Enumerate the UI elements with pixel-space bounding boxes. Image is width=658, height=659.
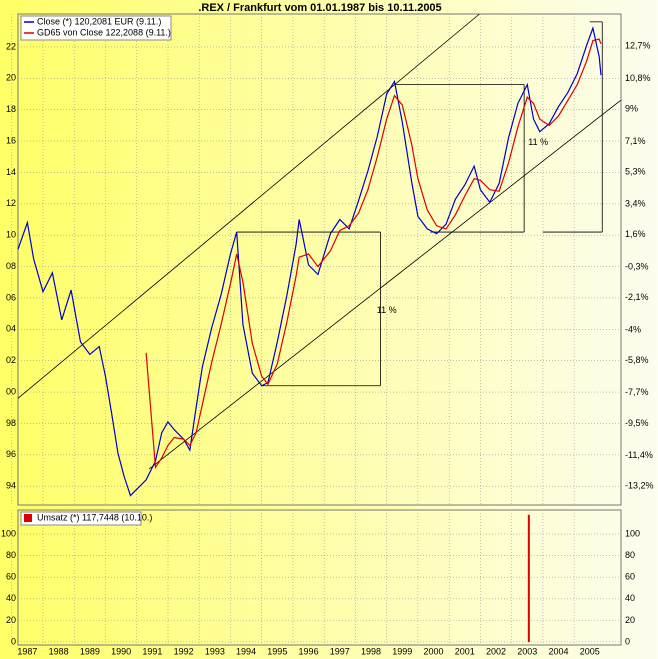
y-tick-label: 04 [6, 324, 16, 334]
annotation: 11 % [528, 137, 548, 147]
chart-title: .REX / Frankfurt vom 01.01.1987 bis 10.1… [198, 2, 441, 14]
y-tick-label: 08 [6, 261, 16, 271]
bar [527, 514, 530, 642]
y2-tick-label: 12,7% [625, 41, 651, 51]
x-tick-label: 1990 [111, 646, 131, 656]
x-tick-label: 1996 [299, 646, 319, 656]
y-tick-label: 00 [6, 386, 16, 396]
x-tick-label: 1997 [330, 646, 350, 656]
y-tick-label: 80 [6, 550, 16, 560]
x-tick-label: 1987 [17, 646, 37, 656]
y-tick-label: 20 [6, 73, 16, 83]
y-tick-label-right: 0 [625, 636, 630, 646]
plot-layer: 22201816141210080604020098969412,7%10,8%… [1, 13, 654, 656]
y-tick-label: 40 [6, 593, 16, 603]
y-tick-label: 60 [6, 572, 16, 582]
x-tick-label: 2001 [455, 646, 475, 656]
channel-line [17, 13, 480, 399]
y-tick-label: 0 [11, 636, 16, 646]
legend-label: Close (*) 120,2081 EUR (9.11.) [37, 16, 161, 26]
y-tick-label: 96 [6, 449, 16, 459]
x-tick-label: 1995 [267, 646, 287, 656]
y-tick-label: 18 [6, 104, 16, 114]
y2-tick-label: 9% [625, 104, 638, 114]
x-tick-label: 2000 [424, 646, 444, 656]
x-tick-label: 1991 [142, 646, 162, 656]
y-tick-label: 22 [6, 41, 16, 51]
y-tick-label: 20 [6, 615, 16, 625]
y2-tick-label: -11,4% [625, 450, 653, 460]
x-tick-label: 2003 [517, 646, 537, 656]
x-tick-label: 1988 [49, 646, 69, 656]
y2-tick-label: -2,1% [625, 292, 649, 302]
x-tick-label: 2004 [548, 646, 568, 656]
y2-tick-label: 3,4% [625, 199, 646, 209]
x-tick-label: 2002 [486, 646, 506, 656]
y2-tick-label: -4% [625, 324, 641, 334]
y-tick-label: 94 [6, 481, 16, 491]
y-tick-label: 06 [6, 292, 16, 302]
y-tick-label: 14 [6, 167, 16, 177]
x-tick-label: 1998 [361, 646, 381, 656]
channel-line [148, 99, 621, 470]
legend-label: Umsatz (*) 117,7448 (10.10.) [37, 512, 152, 522]
series-line [17, 25, 602, 497]
x-tick-label: 1989 [80, 646, 100, 656]
y2-tick-label: -13,2% [625, 481, 654, 491]
y-tick-label-right: 80 [625, 550, 635, 560]
annotation: 11 % [377, 305, 397, 315]
y-tick-label: 10 [6, 230, 16, 240]
y-tick-label: 98 [6, 418, 16, 428]
y-tick-label: 02 [6, 355, 16, 365]
legend-swatch [24, 514, 32, 522]
y2-tick-label: 1,6% [625, 229, 646, 239]
x-tick-label: 2005 [580, 646, 600, 656]
y-tick-label-right: 100 [625, 528, 640, 538]
y2-tick-label: -9,5% [625, 418, 649, 428]
y2-tick-label: -0,3% [625, 262, 649, 272]
upper-frame [17, 13, 622, 506]
y-tick-label: 100 [1, 528, 16, 538]
legend-label: GD65 von Close 122,2088 (9.11.) [37, 27, 171, 37]
x-tick-label: 1992 [174, 646, 194, 656]
x-tick-label: 1993 [205, 646, 225, 656]
y-tick-label-right: 20 [625, 615, 635, 625]
y-tick-label-right: 40 [625, 593, 635, 603]
legend-box [20, 15, 172, 41]
x-tick-label: 1994 [236, 646, 256, 656]
legend-box [20, 511, 142, 526]
series-line [145, 38, 602, 470]
lower-frame [17, 509, 622, 646]
y-tick-label-right: 60 [625, 572, 635, 582]
y2-tick-label: -7,7% [625, 387, 649, 397]
y2-tick-label: 5,3% [625, 166, 646, 176]
y-tick-label: 12 [6, 198, 16, 208]
y2-tick-label: -5,8% [625, 355, 649, 365]
x-tick-label: 1999 [392, 646, 412, 656]
y2-tick-label: 10,8% [625, 73, 651, 83]
y-tick-label: 16 [6, 135, 16, 145]
y2-tick-label: 7,1% [625, 136, 646, 146]
